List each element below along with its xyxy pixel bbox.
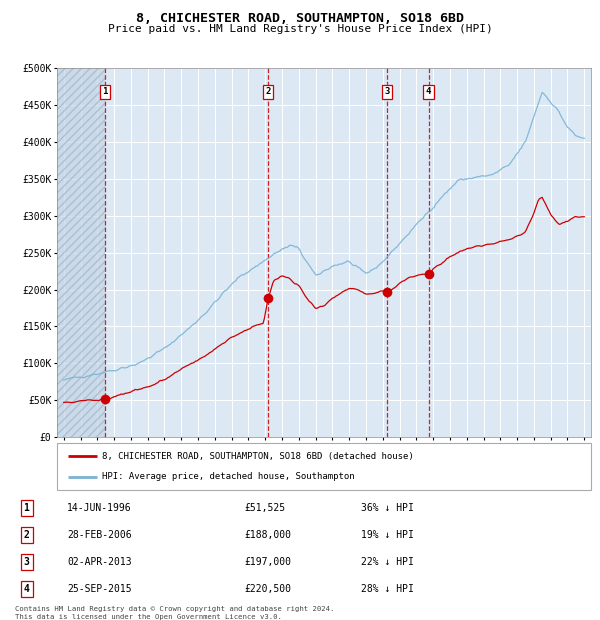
Text: 2: 2 [265, 87, 271, 96]
Text: This data is licensed under the Open Government Licence v3.0.: This data is licensed under the Open Gov… [15, 614, 282, 620]
Text: £51,525: £51,525 [245, 503, 286, 513]
Text: 4: 4 [426, 87, 431, 96]
Text: 22% ↓ HPI: 22% ↓ HPI [361, 557, 414, 567]
Text: 28-FEB-2006: 28-FEB-2006 [67, 530, 132, 540]
Text: 14-JUN-1996: 14-JUN-1996 [67, 503, 132, 513]
Text: 3: 3 [23, 557, 29, 567]
Bar [57, 68, 105, 437]
Text: HPI: Average price, detached house, Southampton: HPI: Average price, detached house, Sout… [103, 472, 355, 481]
Text: £197,000: £197,000 [245, 557, 292, 567]
Text: 8, CHICHESTER ROAD, SOUTHAMPTON, SO18 6BD: 8, CHICHESTER ROAD, SOUTHAMPTON, SO18 6B… [136, 12, 464, 25]
Text: 28% ↓ HPI: 28% ↓ HPI [361, 584, 414, 594]
Text: 02-APR-2013: 02-APR-2013 [67, 557, 132, 567]
Text: 25-SEP-2015: 25-SEP-2015 [67, 584, 132, 594]
Text: 1: 1 [23, 503, 29, 513]
Text: Contains HM Land Registry data © Crown copyright and database right 2024.: Contains HM Land Registry data © Crown c… [15, 606, 334, 613]
Text: 19% ↓ HPI: 19% ↓ HPI [361, 530, 414, 540]
Text: £188,000: £188,000 [245, 530, 292, 540]
Text: 8, CHICHESTER ROAD, SOUTHAMPTON, SO18 6BD (detached house): 8, CHICHESTER ROAD, SOUTHAMPTON, SO18 6B… [103, 452, 414, 461]
Text: 4: 4 [23, 584, 29, 594]
Text: 3: 3 [384, 87, 389, 96]
Text: 1: 1 [102, 87, 107, 96]
Text: Price paid vs. HM Land Registry's House Price Index (HPI): Price paid vs. HM Land Registry's House … [107, 24, 493, 33]
Text: 2: 2 [23, 530, 29, 540]
Text: 36% ↓ HPI: 36% ↓ HPI [361, 503, 414, 513]
Text: £220,500: £220,500 [245, 584, 292, 594]
